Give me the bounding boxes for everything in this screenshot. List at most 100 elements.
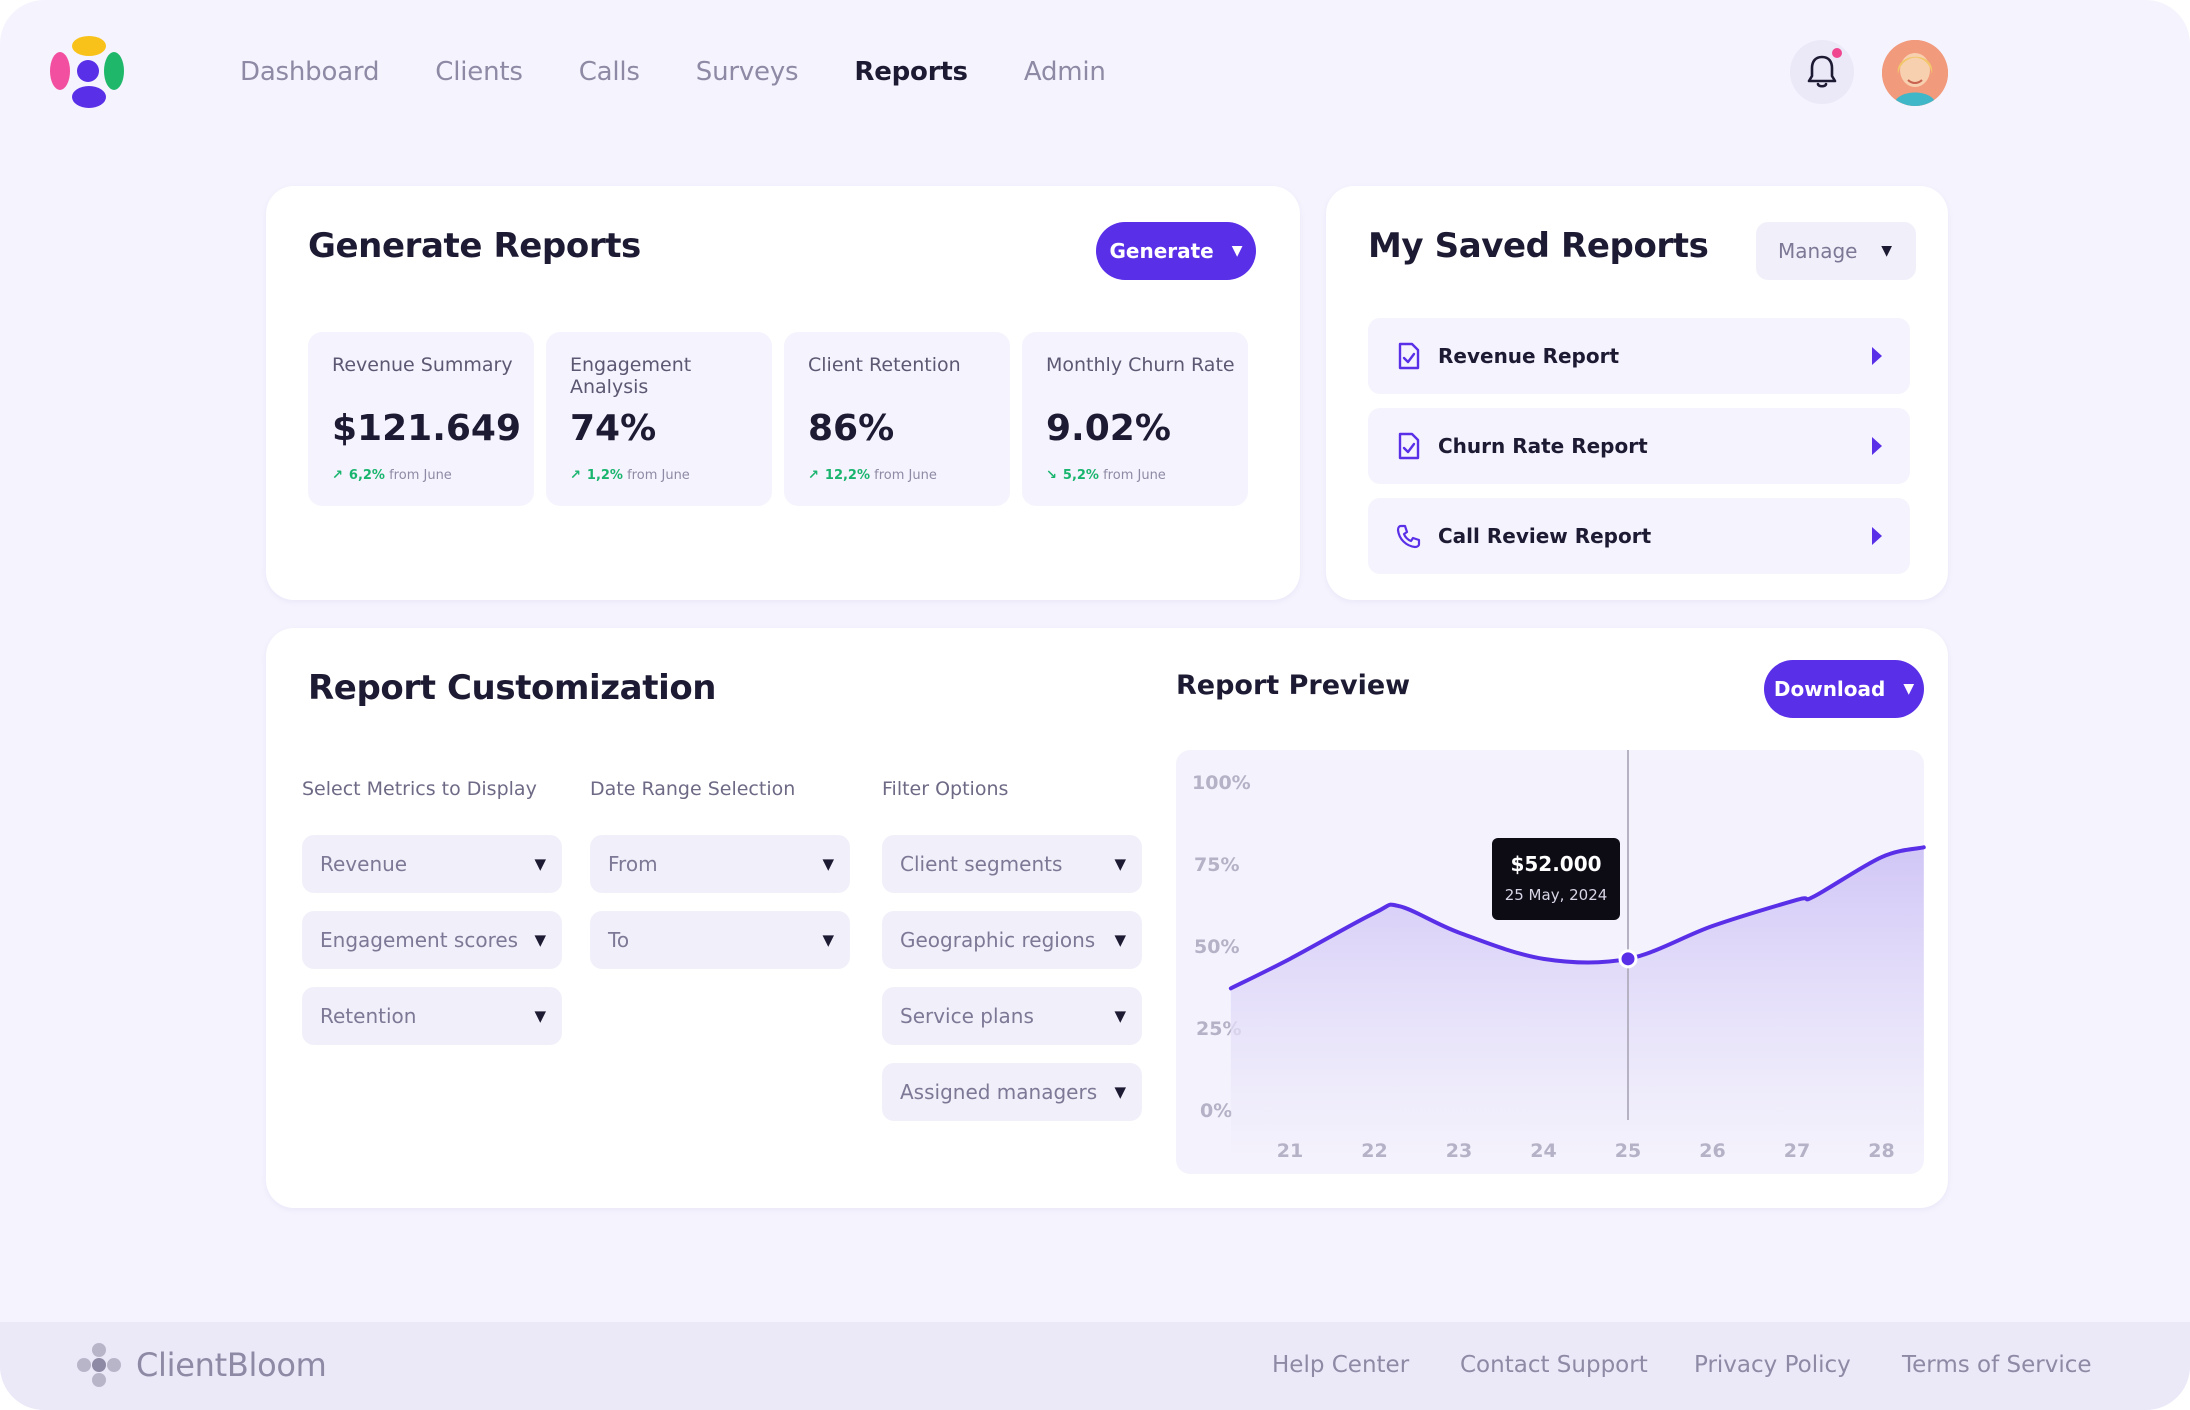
x-tick-label: 23 (1445, 1140, 1473, 1162)
footer (0, 1322, 2190, 1410)
chevron-down-icon: ▼ (1114, 855, 1126, 873)
generate-button[interactable]: Generate ▼ (1096, 222, 1256, 280)
date-to-select[interactable]: To ▼ (590, 911, 850, 969)
saved-report-label: Call Review Report (1438, 524, 1652, 548)
date-range-label: Date Range Selection (590, 778, 796, 800)
chart-series-line (1228, 845, 1926, 991)
chevron-right-icon (1872, 347, 1882, 365)
stat-card-revenue[interactable]: Revenue Summary $121.649 ↗ 6,2% from June (308, 332, 534, 506)
stat-label: Client Retention (808, 354, 961, 376)
phone-icon (1396, 522, 1422, 550)
saved-report-churn[interactable]: Churn Rate Report (1368, 408, 1910, 484)
stat-change: ↘ 5,2% from June (1046, 468, 1166, 483)
date-from-select[interactable]: From ▼ (590, 835, 850, 893)
metrics-label: Select Metrics to Display (302, 778, 537, 800)
chevron-down-icon: ▼ (1114, 1007, 1126, 1025)
footer-brand-name: ClientBloom (136, 1346, 327, 1384)
nav-surveys[interactable]: Surveys (695, 57, 799, 87)
chevron-down-icon: ▼ (822, 855, 834, 873)
select-value: Assigned managers (900, 1080, 1098, 1104)
metric-select-retention[interactable]: Retention ▼ (302, 987, 562, 1045)
generate-button-label: Generate (1109, 239, 1214, 263)
chevron-down-icon: ▼ (1881, 243, 1892, 259)
report-preview-title: Report Preview (1176, 670, 1411, 701)
footer-link-privacy-policy[interactable]: Privacy Policy (1694, 1352, 1851, 1378)
nav-reports[interactable]: Reports (854, 57, 968, 87)
chevron-down-icon: ▼ (1114, 931, 1126, 949)
x-tick-label: 21 (1276, 1140, 1304, 1162)
select-value: Service plans (900, 1004, 1034, 1028)
brand-mark-icon (77, 1343, 121, 1387)
chevron-right-icon (1872, 437, 1882, 455)
chart-tooltip: $52.000 25 May, 2024 (1492, 838, 1620, 920)
stat-value: 74% (570, 408, 657, 449)
select-value: To (608, 928, 630, 952)
stat-card-engagement[interactable]: Engagement Analysis 74% ↗ 1,2% from June (546, 332, 772, 506)
stat-change: ↗ 1,2% from June (570, 468, 690, 483)
x-tick-label: 25 (1614, 1140, 1642, 1162)
chevron-down-icon: ▼ (1231, 243, 1243, 259)
chart-area-fill (1230, 847, 1924, 1160)
filter-client-segments[interactable]: Client segments ▼ (882, 835, 1142, 893)
stat-value: 9.02% (1046, 408, 1171, 449)
stat-change: ↗ 12,2% from June (808, 468, 937, 483)
stat-card-retention[interactable]: Client Retention 86% ↗ 12,2% from June (784, 332, 1010, 506)
chart-highlight-point[interactable] (1618, 949, 1638, 969)
select-value: Revenue (320, 852, 408, 876)
x-tick-label: 27 (1783, 1140, 1811, 1162)
arrow-up-right-icon: ↗ (808, 468, 819, 483)
filter-geographic-regions[interactable]: Geographic regions ▼ (882, 911, 1142, 969)
saved-report-revenue[interactable]: Revenue Report (1368, 318, 1910, 394)
saved-reports-title: My Saved Reports (1368, 226, 1709, 266)
y-tick-label: 25% (1196, 1018, 1242, 1040)
arrow-up-right-icon: ↗ (332, 468, 343, 483)
file-check-icon (1396, 342, 1422, 370)
footer-brand[interactable]: ClientBloom (76, 1342, 327, 1388)
footer-link-terms-of-service[interactable]: Terms of Service (1902, 1352, 2092, 1378)
manage-label: Manage (1778, 239, 1858, 263)
select-value: From (608, 852, 658, 876)
chevron-down-icon: ▼ (822, 931, 834, 949)
stat-label: Monthly Churn Rate (1046, 354, 1235, 376)
y-tick-label: 100% (1192, 772, 1251, 794)
bell-icon (1807, 55, 1837, 88)
arrow-down-right-icon: ↘ (1046, 468, 1057, 483)
stat-label: Engagement Analysis (570, 354, 692, 398)
x-tick-label: 22 (1361, 1140, 1388, 1162)
metric-select-revenue[interactable]: Revenue ▼ (302, 835, 562, 893)
filter-assigned-managers[interactable]: Assigned managers ▼ (882, 1063, 1142, 1121)
footer-link-contact-support[interactable]: Contact Support (1460, 1352, 1648, 1378)
download-button[interactable]: Download ▼ (1764, 660, 1924, 718)
saved-report-label: Churn Rate Report (1438, 434, 1648, 458)
metric-select-engagement[interactable]: Engagement scores ▼ (302, 911, 562, 969)
stat-card-churn[interactable]: Monthly Churn Rate 9.02% ↘ 5,2% from June (1022, 332, 1248, 506)
notifications-button[interactable] (1790, 40, 1854, 104)
manage-dropdown[interactable]: Manage ▼ (1756, 222, 1916, 280)
y-tick-label: 50% (1194, 936, 1240, 958)
nav-dashboard[interactable]: Dashboard (240, 57, 380, 87)
saved-report-call-review[interactable]: Call Review Report (1368, 498, 1910, 574)
select-value: Client segments (900, 852, 1063, 876)
filter-service-plans[interactable]: Service plans ▼ (882, 987, 1142, 1045)
nav-calls[interactable]: Calls (578, 57, 640, 87)
file-check-icon (1396, 432, 1422, 460)
nav-admin[interactable]: Admin (1023, 57, 1106, 87)
x-tick-label: 26 (1699, 1140, 1726, 1162)
select-value: Geographic regions (900, 928, 1096, 952)
stat-label: Revenue Summary (332, 354, 513, 376)
chevron-down-icon: ▼ (1903, 681, 1915, 697)
y-tick-label: 0% (1200, 1100, 1233, 1122)
footer-link-help-center[interactable]: Help Center (1272, 1352, 1410, 1378)
tooltip-value: $52.000 (1510, 852, 1602, 876)
chevron-down-icon: ▼ (534, 931, 546, 949)
x-tick-label: 28 (1868, 1140, 1895, 1162)
x-tick-label: 24 (1530, 1140, 1557, 1162)
tooltip-date: 25 May, 2024 (1504, 886, 1608, 904)
y-tick-label: 75% (1194, 854, 1240, 876)
brand-logo[interactable] (50, 36, 124, 108)
select-value: Retention (320, 1004, 417, 1028)
user-avatar[interactable] (1882, 40, 1948, 106)
nav-clients[interactable]: Clients (435, 57, 523, 87)
